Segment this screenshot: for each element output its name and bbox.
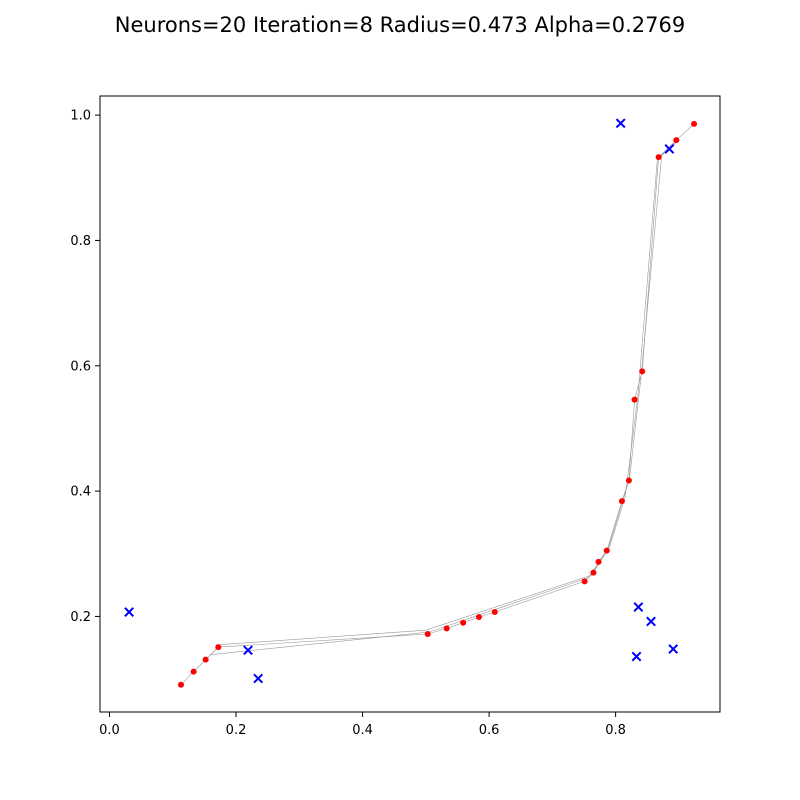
neuron-point <box>655 154 662 161</box>
data-sample-x-marker <box>253 673 264 684</box>
x-tick-label: 0.4 <box>352 723 373 738</box>
neuron-point <box>595 558 602 565</box>
neuron-point <box>177 681 184 688</box>
neuron-point <box>581 578 588 585</box>
neuron-point <box>625 477 632 484</box>
y-tick-label: 0.4 <box>70 485 91 500</box>
plot-area-frame <box>99 95 721 713</box>
point-layer <box>124 118 698 688</box>
data-sample-x-marker <box>631 651 642 662</box>
trail-line <box>205 143 676 660</box>
data-sample-x-marker <box>243 645 253 656</box>
trail-layer <box>180 123 695 685</box>
neuron-point <box>691 120 698 127</box>
neuron-point <box>475 614 482 621</box>
neuron-point <box>618 498 625 505</box>
neuron-point <box>491 609 498 616</box>
data-sample-x-marker <box>664 144 675 154</box>
neuron-point <box>603 547 610 554</box>
neuron-point <box>590 569 597 576</box>
neuron-point <box>460 619 467 626</box>
data-sample-x-marker <box>633 602 644 612</box>
neuron-point <box>639 368 646 375</box>
y-tick-label: 1.0 <box>70 109 91 124</box>
data-sample-x-marker <box>646 616 656 627</box>
chart-title: Neurons=20 Iteration=8 Radius=0.473 Alph… <box>115 13 686 37</box>
x-tick-label: 0.8 <box>605 723 626 738</box>
neuron-point <box>215 644 222 651</box>
x-tick-label: 0.2 <box>226 723 247 738</box>
y-tick-label: 0.6 <box>70 359 91 374</box>
x-tick-label: 0.0 <box>99 723 120 738</box>
neuron-point <box>202 656 209 663</box>
data-sample-x-marker <box>668 644 679 654</box>
y-tick-label: 0.8 <box>70 234 91 249</box>
trail-line <box>180 123 695 685</box>
neuron-point <box>190 668 197 675</box>
y-tick-label: 0.2 <box>70 610 91 625</box>
neuron-point <box>443 625 450 632</box>
data-sample-x-marker <box>615 118 626 129</box>
neuron-point <box>673 137 680 144</box>
x-tick-label: 0.6 <box>479 723 500 738</box>
x-axis: 0.0 0.2 0.4 0.6 0.8 <box>99 712 626 738</box>
trail-line <box>210 138 680 655</box>
data-sample-x-marker <box>124 607 135 617</box>
neuron-point <box>424 630 431 637</box>
neuron-point <box>631 396 638 403</box>
y-axis: 0.2 0.4 0.6 0.8 1.0 <box>70 109 100 625</box>
